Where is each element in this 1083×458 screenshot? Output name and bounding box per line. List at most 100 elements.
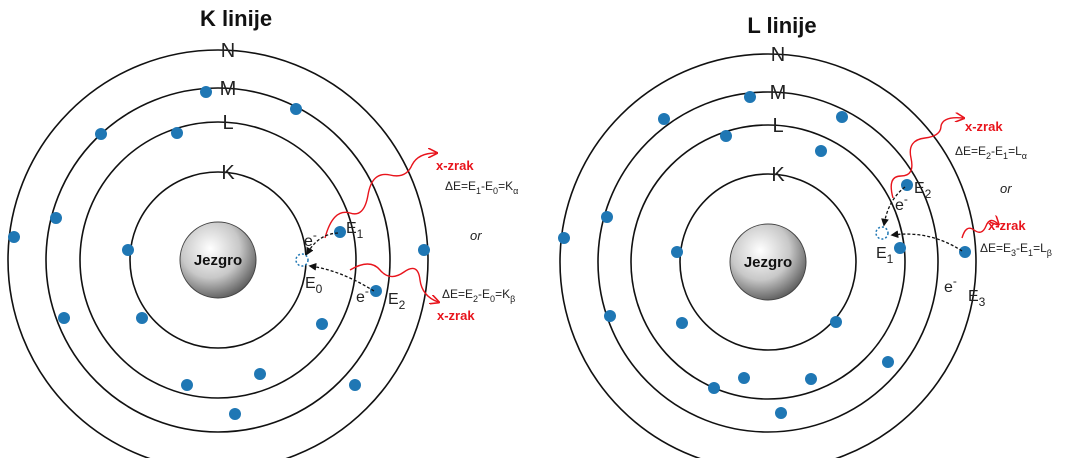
electron-label-part: e bbox=[895, 197, 904, 214]
electron bbox=[316, 318, 328, 330]
electron bbox=[720, 130, 732, 142]
electron bbox=[744, 91, 756, 103]
electron bbox=[95, 128, 107, 140]
electron bbox=[370, 285, 382, 297]
electron-label-index: - bbox=[904, 192, 908, 206]
electron bbox=[200, 86, 212, 98]
electron-label-index: - bbox=[313, 228, 317, 242]
electron bbox=[815, 145, 827, 157]
electron-label: e- bbox=[356, 284, 369, 306]
energy-label-index: 0 bbox=[316, 282, 323, 296]
energy-label-part: E bbox=[388, 291, 399, 308]
electron-label-part: e bbox=[304, 233, 313, 250]
electron bbox=[418, 244, 430, 256]
equation-index: β bbox=[1047, 248, 1052, 258]
energy-label: E2 bbox=[388, 291, 406, 312]
energy-label-index: 2 bbox=[399, 298, 406, 312]
equation-part: -E bbox=[481, 179, 493, 193]
equation-part: =K bbox=[495, 287, 510, 301]
equation-index: α bbox=[1022, 151, 1027, 161]
electron bbox=[558, 232, 570, 244]
electron bbox=[830, 316, 842, 328]
diagram: K linijeNMLKJezgrox-zrakx-zrakΔE=E1-E0=K… bbox=[0, 0, 1083, 458]
shell-label: K bbox=[771, 164, 785, 186]
equation-part: -E bbox=[1016, 241, 1028, 255]
electron bbox=[658, 113, 670, 125]
or-label: or bbox=[470, 228, 482, 243]
photon-label: x-zrak bbox=[965, 119, 1003, 134]
equation-part: =K bbox=[498, 179, 513, 193]
energy-label-part: E bbox=[305, 275, 316, 292]
title: L linije bbox=[747, 13, 816, 38]
x-ray-arrow bbox=[325, 153, 436, 238]
vacancy bbox=[296, 254, 308, 266]
electron bbox=[676, 317, 688, 329]
shell-label: L bbox=[222, 112, 233, 134]
energy-label-part: E bbox=[346, 220, 357, 237]
shell-label: N bbox=[771, 44, 785, 66]
electron bbox=[181, 379, 193, 391]
shell-label: M bbox=[220, 78, 237, 100]
electron bbox=[604, 310, 616, 322]
electron bbox=[738, 372, 750, 384]
electron bbox=[775, 407, 787, 419]
energy-label-index: 2 bbox=[925, 187, 932, 201]
or-label: or bbox=[1000, 181, 1012, 196]
equation: ΔE=E1-E0=Kα bbox=[445, 179, 518, 196]
electron bbox=[171, 127, 183, 139]
shell-label: K bbox=[221, 162, 235, 184]
electron bbox=[229, 408, 241, 420]
photon-label: x-zrak bbox=[988, 218, 1026, 233]
energy-label-index: 1 bbox=[887, 252, 894, 266]
shell-label: N bbox=[221, 40, 235, 62]
electron bbox=[50, 212, 62, 224]
equation: ΔE=E2-E0=Kβ bbox=[442, 287, 515, 304]
energy-label-part: E bbox=[876, 245, 887, 262]
shell-label: L bbox=[772, 115, 783, 137]
energy-label: E1 bbox=[876, 245, 894, 266]
equation-part: ΔE=E bbox=[445, 179, 476, 193]
electron bbox=[136, 312, 148, 324]
equation-part: =L bbox=[1008, 144, 1022, 158]
equation-part: =L bbox=[1033, 241, 1047, 255]
nucleus-label: Jezgro bbox=[194, 252, 242, 269]
electron bbox=[901, 179, 913, 191]
title: K linije bbox=[200, 6, 272, 31]
energy-label-part: E bbox=[968, 288, 979, 305]
equation-part: ΔE=E bbox=[980, 241, 1011, 255]
electron-label: e- bbox=[944, 274, 957, 296]
equation-index: α bbox=[513, 186, 518, 196]
equation-part: -E bbox=[991, 144, 1003, 158]
electron bbox=[708, 382, 720, 394]
photon-label: x-zrak bbox=[437, 308, 475, 323]
photon-label: x-zrak bbox=[436, 158, 474, 173]
energy-label-index: 3 bbox=[979, 295, 986, 309]
equation-part: ΔE=E bbox=[955, 144, 986, 158]
nucleus-label: Jezgro bbox=[744, 254, 792, 271]
electron-label-part: e bbox=[356, 289, 365, 306]
electron bbox=[805, 373, 817, 385]
electron bbox=[254, 368, 266, 380]
energy-label-part: E bbox=[914, 180, 925, 197]
electron bbox=[8, 231, 20, 243]
electron bbox=[601, 211, 613, 223]
electron bbox=[882, 356, 894, 368]
energy-label: E0 bbox=[305, 275, 323, 296]
equation-part: ΔE=E bbox=[442, 287, 473, 301]
vacancy bbox=[876, 227, 888, 239]
electron bbox=[349, 379, 361, 391]
equation-part: -E bbox=[478, 287, 490, 301]
equation: ΔE=E3-E1=Lβ bbox=[980, 241, 1052, 258]
shell-label: M bbox=[770, 82, 787, 104]
electron bbox=[671, 246, 683, 258]
electron bbox=[334, 226, 346, 238]
electron bbox=[836, 111, 848, 123]
equation-index: β bbox=[510, 294, 515, 304]
electron bbox=[290, 103, 302, 115]
electron-label-part: e bbox=[944, 279, 953, 296]
equation: ΔE=E2-E1=Lα bbox=[955, 144, 1027, 161]
electron-label-index: - bbox=[953, 274, 957, 288]
electron bbox=[894, 242, 906, 254]
electron-label: e- bbox=[304, 228, 317, 250]
electron-label-index: - bbox=[365, 284, 369, 298]
